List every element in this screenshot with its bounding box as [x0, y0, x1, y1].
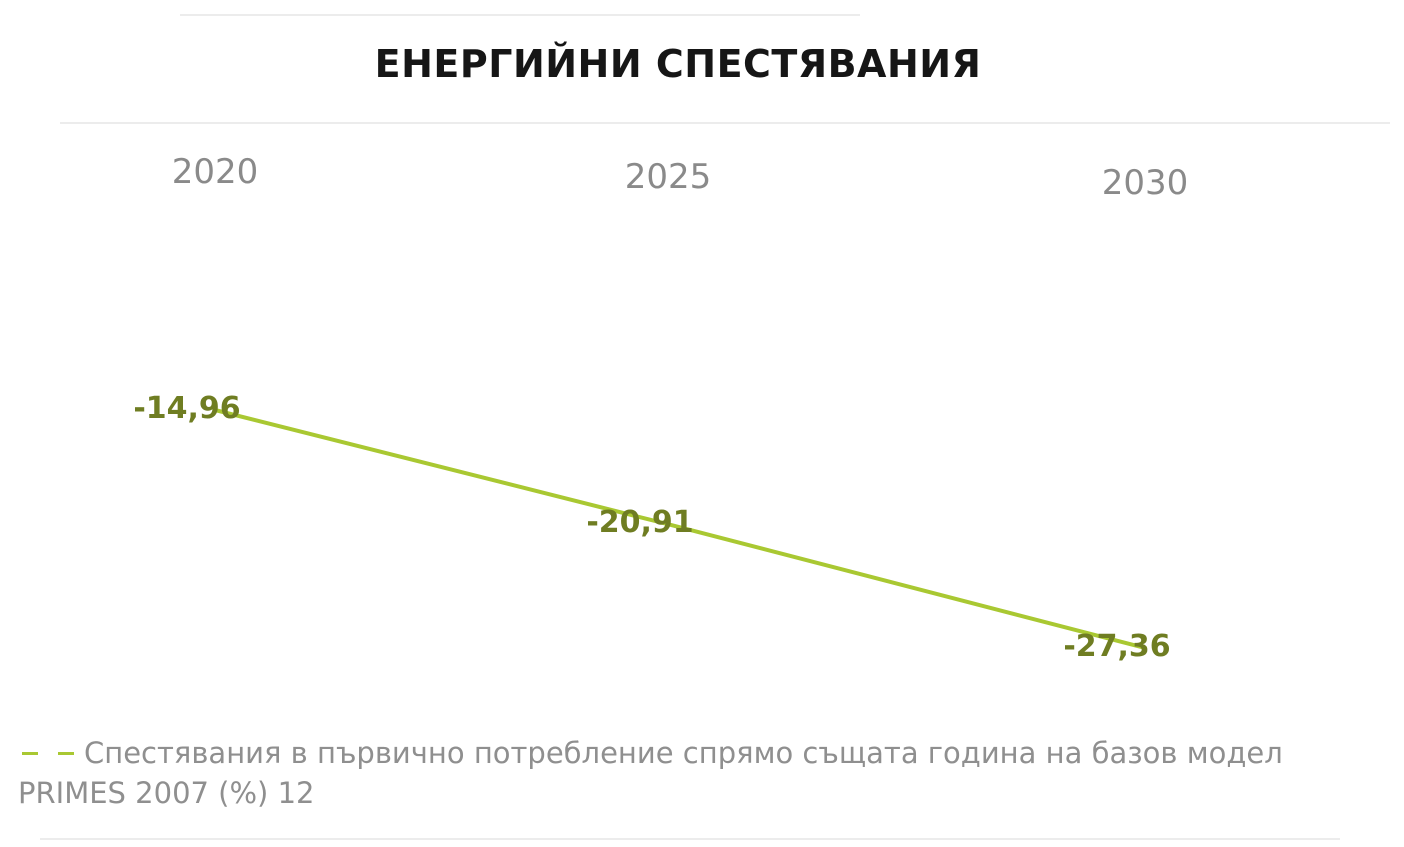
data-labels: -14,96 -20,91 -27,36: [133, 391, 1170, 664]
data-point: [666, 522, 670, 527]
data-label: -27,36: [1063, 629, 1170, 664]
x-axis-ticks: 2020 2025 2030: [172, 152, 1189, 203]
data-point: [1143, 646, 1147, 650]
legend-label: Спестявания в първично потребление спрям…: [18, 736, 1283, 810]
data-point: [213, 408, 217, 412]
scan-artifact-line: [60, 122, 1390, 124]
line-chart: 2020 2025 2030 -14,96 -20,91 -27,36: [133, 152, 1189, 664]
chart-title: ЕНЕРГИЙНИ СПЕСТЯВАНИЯ: [374, 42, 982, 86]
x-tick-label: 2020: [172, 152, 259, 192]
chart-legend: Спестявания в първично потребление спрям…: [18, 732, 1358, 812]
x-tick-label: 2025: [625, 157, 712, 197]
x-tick-label: 2030: [1102, 163, 1189, 203]
data-label: -14,96: [133, 391, 240, 426]
legend-dashed-line-icon: [18, 743, 84, 763]
scan-artifact-line: [40, 838, 1340, 840]
scan-artifact-line: [180, 14, 860, 16]
data-label: -20,91: [586, 505, 693, 540]
series-lines: [213, 408, 1147, 650]
